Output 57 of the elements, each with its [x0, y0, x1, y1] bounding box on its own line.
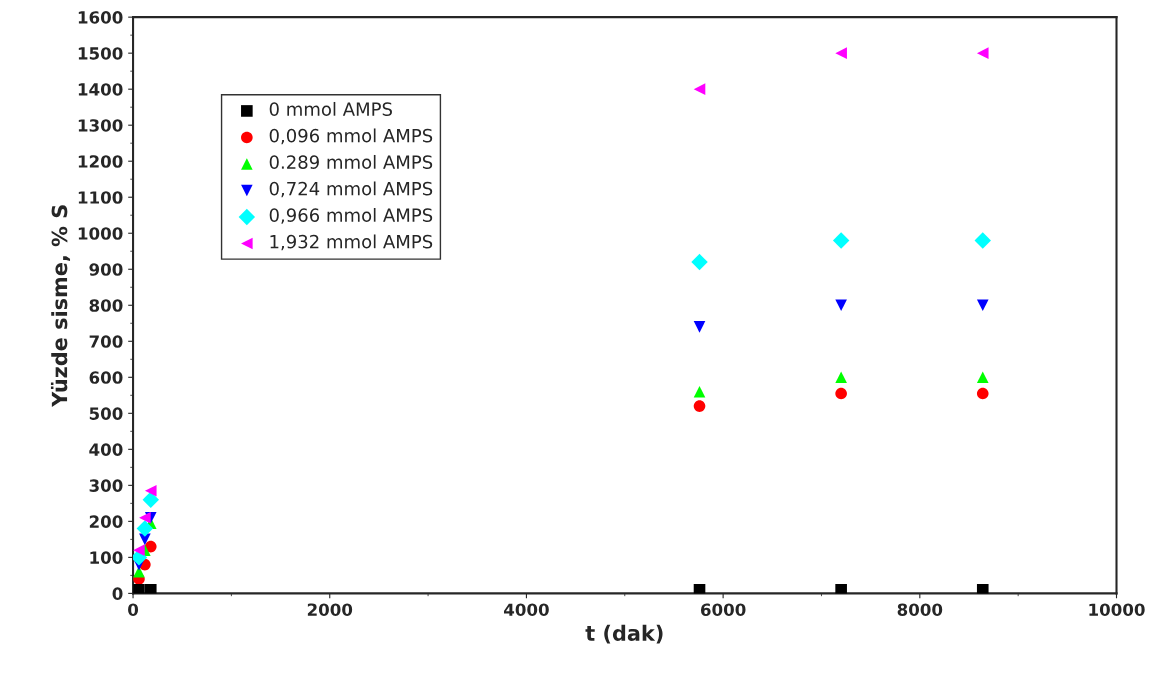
y-tick-label: 600 — [89, 371, 123, 384]
point — [139, 511, 151, 524]
point — [144, 484, 157, 497]
x-tick-label: 6000 — [700, 603, 746, 617]
x-tick-label: 8000 — [897, 603, 943, 617]
point — [832, 232, 850, 249]
point — [835, 371, 847, 384]
legend-label: 0,966 mmol AMPS — [269, 207, 433, 224]
y-tick-label: 0 — [112, 587, 123, 600]
point — [693, 321, 706, 333]
y-tick-label: 900 — [89, 263, 123, 276]
y-tick-label: 1100 — [78, 191, 123, 204]
point — [976, 371, 989, 384]
point — [835, 583, 847, 594]
y-tick-label: 1300 — [78, 119, 123, 132]
point — [144, 540, 157, 553]
point — [693, 583, 706, 594]
y-tick-label: 400 — [89, 443, 123, 456]
y-tick-label: 700 — [89, 335, 123, 348]
x-axis-title: t (dak) — [585, 624, 663, 644]
legend-label: 1,932 mmol AMPS — [270, 234, 433, 251]
y-tick-label: 300 — [89, 479, 123, 492]
y-tick-label: 100 — [90, 551, 123, 564]
point — [691, 253, 708, 271]
point — [693, 385, 706, 398]
point — [835, 299, 847, 312]
x-tick-label: 0 — [128, 603, 139, 617]
legend-label: 0,724 mmol AMPS — [269, 181, 433, 198]
point — [835, 387, 847, 400]
x-tick-label: 10000 — [1089, 603, 1145, 617]
point — [976, 47, 989, 59]
y-tick-label: 1000 — [78, 227, 123, 240]
point — [835, 47, 847, 59]
point — [133, 544, 145, 556]
point — [142, 491, 159, 508]
point — [133, 583, 145, 594]
point — [693, 400, 706, 412]
legend-label: 0 mmol AMPS — [269, 101, 392, 116]
y-tick-label: 1500 — [78, 47, 123, 60]
x-tick-label: 2000 — [307, 603, 353, 617]
point — [976, 299, 989, 312]
x-tick-label: 4000 — [503, 603, 549, 617]
y-tick-label: 1600 — [78, 11, 123, 24]
point — [144, 583, 157, 594]
y-axis-title: Yüzde sisme, % S — [50, 205, 71, 407]
y-tick-label: 200 — [89, 515, 123, 528]
y-tick-label: 800 — [89, 299, 123, 312]
y-tick-label: 1200 — [78, 155, 123, 168]
point — [976, 583, 989, 594]
legend-label: 0,096 mmol AMPS — [269, 128, 433, 145]
point — [136, 520, 154, 537]
point — [693, 83, 706, 95]
point — [976, 387, 989, 400]
point — [974, 232, 991, 249]
legend-label: 0.289 mmol AMPS — [269, 154, 433, 169]
y-tick-label: 1400 — [78, 83, 123, 96]
y-tick-label: 500 — [89, 407, 123, 420]
